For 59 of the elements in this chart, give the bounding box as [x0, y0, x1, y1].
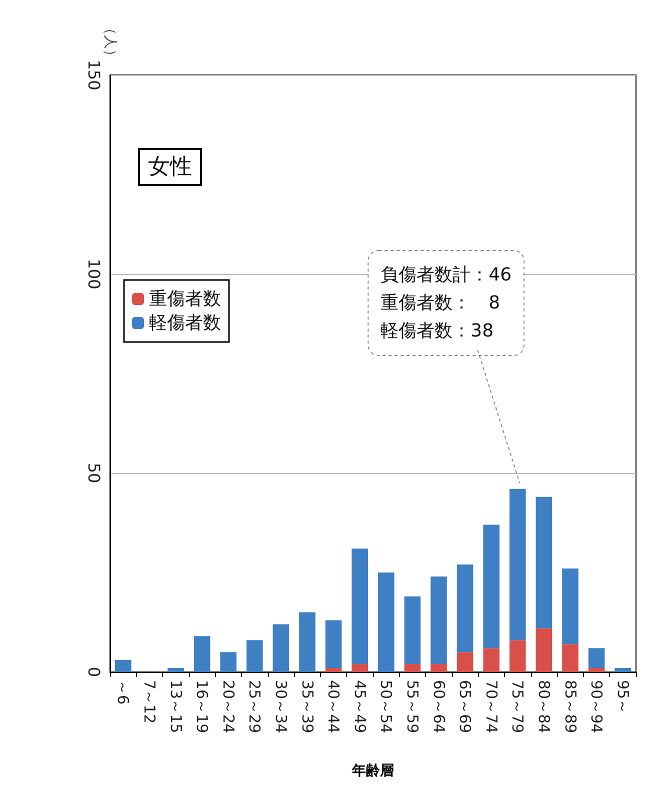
x-axis-title: 年齢層	[351, 763, 394, 779]
x-tick-label: 20～24	[219, 680, 238, 734]
x-tick-label: 65～69	[456, 680, 474, 734]
x-tick-label: 16～19	[193, 680, 212, 734]
bar	[456, 652, 474, 672]
y-tick-label: 0	[84, 666, 104, 678]
bar	[352, 548, 368, 664]
bar	[168, 668, 184, 672]
bar	[378, 572, 394, 672]
x-tick-label: 75～79	[508, 680, 527, 734]
x-tick-label: 95～	[614, 680, 632, 714]
x-tick-label: 70～74	[482, 680, 500, 734]
legend-label: 軽傷者数	[149, 312, 221, 334]
annotation: 女性	[148, 154, 192, 180]
y-tick-label: 50	[84, 462, 104, 484]
bar	[194, 636, 210, 672]
bar	[404, 664, 421, 672]
x-tick-label: 55～59	[403, 680, 422, 734]
bar	[114, 660, 132, 672]
bar	[536, 496, 552, 628]
y-axis-title: （人）	[102, 21, 118, 63]
bar	[246, 640, 263, 672]
bar	[325, 668, 342, 672]
bar	[588, 648, 605, 668]
bar	[483, 648, 500, 672]
x-tick-label: 85～89	[561, 680, 580, 734]
y-tick-label: 100	[84, 258, 104, 290]
bar	[456, 564, 474, 652]
bar	[588, 668, 605, 672]
x-tick-label: 13～15	[166, 680, 185, 734]
x-tick-label: 35～39	[298, 680, 316, 734]
y-tick-label: 150	[84, 60, 104, 90]
x-tick-label: 45～49	[350, 680, 369, 734]
x-tick-label: 60～64	[430, 680, 448, 734]
bar	[562, 644, 578, 672]
bar	[509, 640, 526, 672]
bar	[352, 664, 368, 672]
bar	[536, 628, 552, 672]
x-tick-label: 25～29	[246, 680, 264, 734]
annotation: 負傷者数計：46 重傷者数： 8 軽傷者数：38	[380, 264, 512, 342]
x-tick-label: ～6	[114, 680, 132, 705]
bar	[272, 624, 290, 672]
x-tick-label: 30～34	[272, 680, 290, 734]
legend-label: 重傷者数	[149, 288, 221, 310]
x-tick-label: 80～84	[534, 680, 553, 734]
x-tick-label: 90～94	[588, 680, 606, 734]
bar	[299, 612, 316, 672]
x-tick-label: 7～12	[140, 680, 158, 724]
bar	[220, 652, 237, 672]
bar	[509, 488, 526, 640]
bar	[325, 620, 342, 668]
bar	[404, 596, 421, 664]
bar	[430, 664, 447, 672]
x-tick-label: 50～54	[377, 680, 396, 734]
bar	[483, 524, 500, 648]
bar	[614, 668, 632, 672]
bar	[430, 576, 447, 664]
x-tick-label: 40～44	[324, 680, 343, 734]
bar	[562, 568, 578, 644]
